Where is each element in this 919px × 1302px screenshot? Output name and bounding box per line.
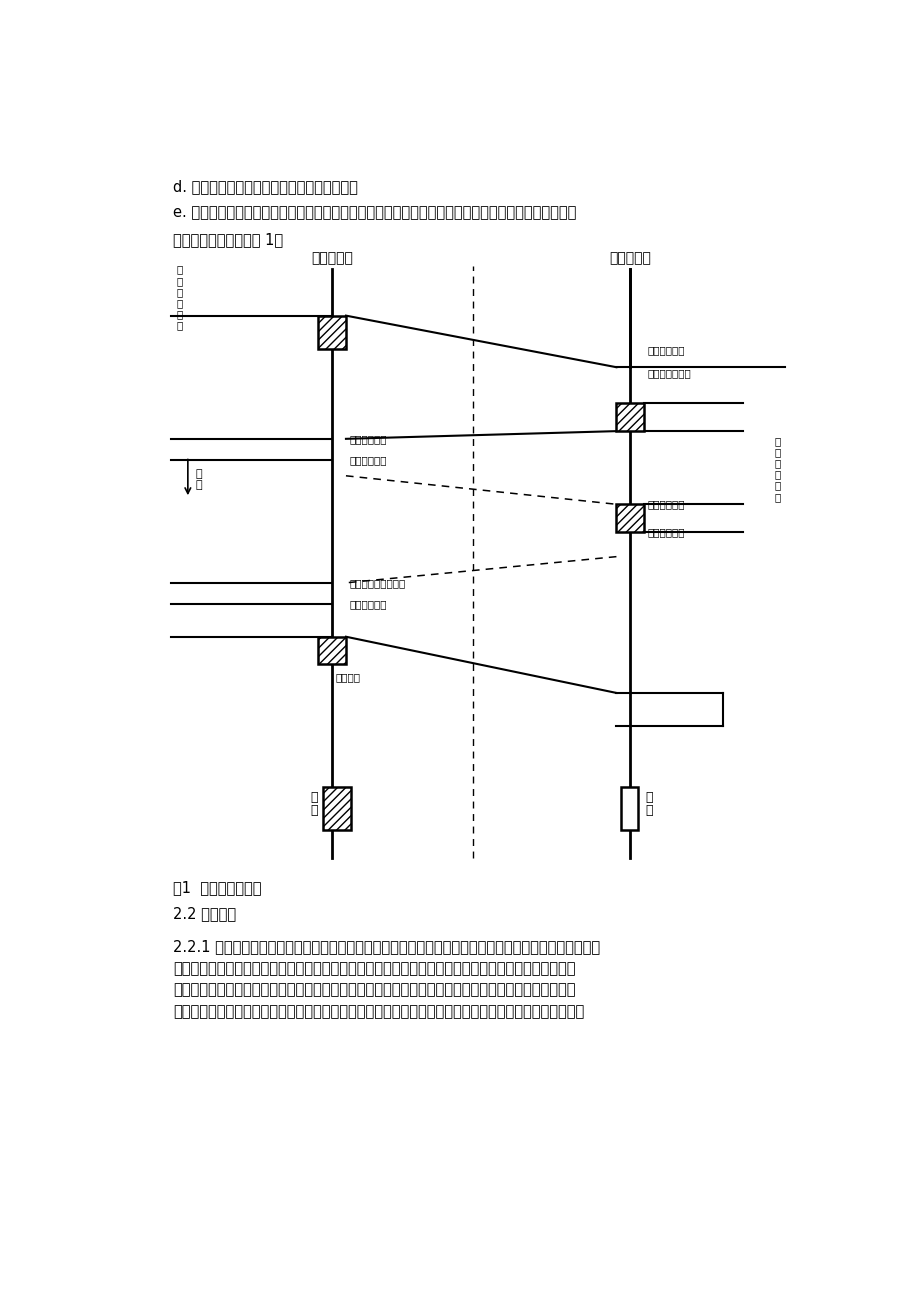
Text: 准备发下一位: 准备发下一位 <box>348 599 386 609</box>
Text: 图1  互控过程示意图: 图1 互控过程示意图 <box>173 880 261 894</box>
Text: d. 来话端识别前向信号停发，停发后向信号；: d. 来话端识别前向信号停发，停发后向信号； <box>173 180 357 194</box>
Text: 号。必须由发端长话局转发至转接长话局或终端长话局。同样，在一般情况下，也不允许转接长话局或发: 号。必须由发端长话局转发至转接长话局或终端长话局。同样，在一般情况下，也不允许转… <box>173 961 575 976</box>
Text: 接
收: 接 收 <box>645 790 652 816</box>
Text: 时
间: 时 间 <box>196 469 202 490</box>
Text: 2.2.1 在长话自动交换网中，不允许发端市话局记发器直接向转接长话局或终端长话局记发器发送记发器信: 2.2.1 在长话自动交换网中，不允许发端市话局记发器直接向转接长话局或终端长话… <box>173 939 599 954</box>
Bar <box>616 504 643 533</box>
Bar <box>323 788 350 829</box>
Bar <box>318 637 346 664</box>
Text: 以上互控过程示意于图 1。: 以上互控过程示意于图 1。 <box>173 232 283 246</box>
Text: 发
送
后
向
信
号: 发 送 后 向 信 号 <box>774 436 780 501</box>
Text: 端长话局直接向终端市话局记发器发送记发器信号，必须由终端长话局记发器转发至终端市话局。但是，: 端长话局直接向终端市话局记发器发送记发器信号，必须由终端长话局记发器转发至终端市… <box>173 983 575 997</box>
Text: 去话记发器: 去话记发器 <box>311 251 353 266</box>
Text: 识别前向信号: 识别前向信号 <box>647 499 684 509</box>
Bar <box>620 788 637 829</box>
Text: 停发前向信号: 停发前向信号 <box>348 456 386 465</box>
Text: 识别前向信号: 识别前向信号 <box>647 345 684 355</box>
Text: 发
送: 发 送 <box>311 790 318 816</box>
Text: e. 去话端识别后向信号停发，根据收到的后向信号要求，发送下一位前向信号，开始第二个互控过程。: e. 去话端识别后向信号停发，根据收到的后向信号要求，发送下一位前向信号，开始第… <box>173 206 576 220</box>
Bar <box>318 315 346 349</box>
Text: 2.2 发码方式: 2.2 发码方式 <box>173 906 236 922</box>
Text: 对装设在终端长话局内的市话局，允许转接长话局或发端长话局直接向终端市话局记发器发送记发器信号。: 对装设在终端长话局内的市话局，允许转接长话局或发端长话局直接向终端市话局记发器发… <box>173 1004 584 1019</box>
Text: 停发后向信号: 停发后向信号 <box>647 527 684 536</box>
Text: 准备发后向信号: 准备发后向信号 <box>647 368 690 379</box>
Text: 识别后向信号停发，: 识别后向信号停发， <box>348 578 405 587</box>
Text: 来话记发器: 来话记发器 <box>608 251 651 266</box>
Text: 识别后向信号: 识别后向信号 <box>348 434 386 444</box>
Bar <box>616 402 643 431</box>
Text: 发
送
前
向
信
号: 发 送 前 向 信 号 <box>176 264 183 331</box>
Text: 发下一位: 发下一位 <box>335 672 360 682</box>
